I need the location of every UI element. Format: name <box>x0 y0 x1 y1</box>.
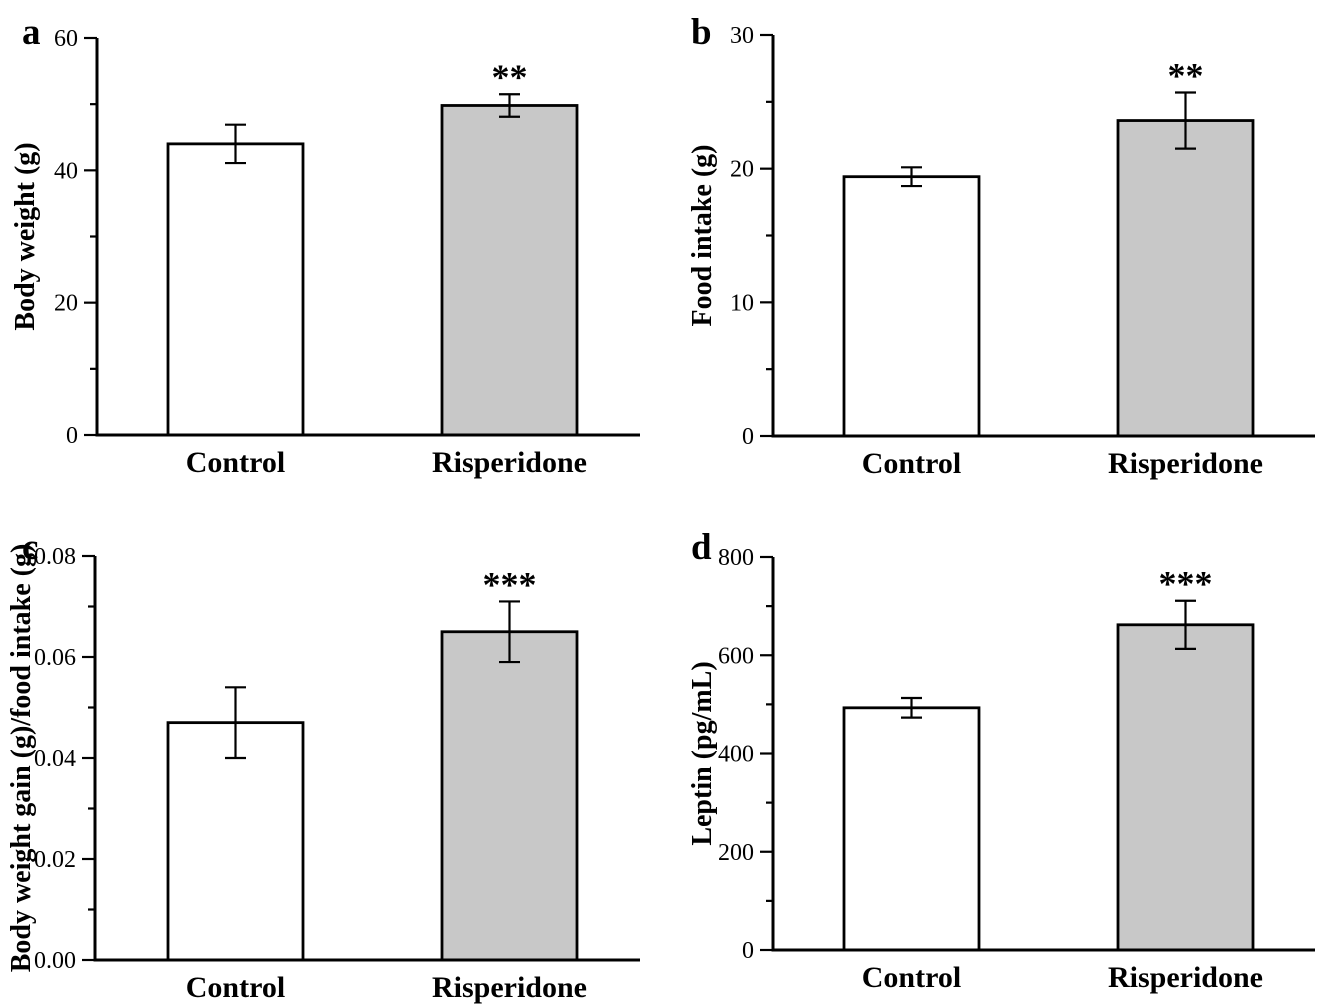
panel-letter-b: b <box>691 12 712 53</box>
y-tick-label-panel-a: 40 <box>54 158 78 184</box>
bar-risperidone-panel-a <box>440 104 579 437</box>
category-label-control-panel-b: Control <box>862 447 961 480</box>
bar-risperidone-panel-b <box>1116 119 1255 438</box>
panel-d-leptin-chart: Control *** Risperidone 0 200 400 600 800 Leptin… <box>687 527 1315 994</box>
bar-control-panel-b <box>842 175 981 438</box>
panel-a-body-weight-chart: Control ** Risperidone 0 20 40 60 Body weight (… <box>10 12 640 479</box>
category-label-control-panel-c: Control <box>186 971 285 1004</box>
y-axis-title-panel-d: Leptin (pg/mL) <box>687 661 718 845</box>
significance-marker-panel-c: *** <box>483 564 537 604</box>
y-axis-title-panel-c: Body weight gain (g)/food intake (g) <box>6 544 37 973</box>
significance-marker-panel-b: ** <box>1168 55 1204 95</box>
category-label-risperidone-panel-c: Risperidone <box>432 971 587 1004</box>
y-tick-label-panel-c: 0.04 <box>34 746 76 772</box>
y-tick-label-panel-b: 20 <box>730 157 754 183</box>
category-label-risperidone-panel-a: Risperidone <box>432 446 587 479</box>
y-tick-label-panel-d: 800 <box>718 545 754 571</box>
y-axis-title-panel-a: Body weight (g) <box>10 142 41 330</box>
y-tick-label-panel-c: 0.06 <box>34 645 76 671</box>
bar-risperidone-panel-d <box>1116 623 1255 952</box>
y-tick-label-panel-c: 0.02 <box>34 847 76 873</box>
y-tick-label-panel-a: 20 <box>54 291 78 317</box>
y-tick-label-panel-c: 0.00 <box>34 948 76 974</box>
y-tick-label-panel-b: 10 <box>730 290 754 316</box>
category-label-control-panel-d: Control <box>862 961 961 994</box>
bar-control-panel-d <box>842 706 981 952</box>
category-label-risperidone-panel-d: Risperidone <box>1108 961 1263 994</box>
y-tick-label-panel-d: 400 <box>718 742 754 768</box>
y-tick-label-panel-a: 60 <box>54 26 78 52</box>
y-tick-label-panel-d: 200 <box>718 840 754 866</box>
y-axis-title-panel-b: Food intake (g) <box>687 145 718 327</box>
panel-b-food-intake-chart: Control ** Risperidone 0 10 20 30 Food intake (… <box>687 12 1315 480</box>
category-label-control-panel-a: Control <box>186 446 285 479</box>
y-tick-label-panel-b: 0 <box>742 424 754 450</box>
panel-letter-a: a <box>22 12 41 53</box>
bar-control-panel-c <box>166 721 305 962</box>
y-tick-label-panel-b: 30 <box>730 23 754 49</box>
bar-risperidone-panel-c <box>440 630 579 962</box>
panel-c-feed-efficiency-chart: Control *** Risperidone 0.00 0.02 0.04 0.06 0.0… <box>6 527 640 1004</box>
category-label-risperidone-panel-b: Risperidone <box>1108 447 1263 480</box>
y-tick-label-panel-d: 0 <box>742 938 754 964</box>
panel-letter-d: d <box>691 527 712 568</box>
y-tick-label-panel-a: 0 <box>66 423 78 449</box>
bar-control-panel-a <box>166 142 305 437</box>
significance-marker-panel-d: *** <box>1159 564 1213 604</box>
significance-marker-panel-a: ** <box>492 57 528 97</box>
y-tick-label-panel-c: 0.08 <box>34 544 76 570</box>
y-tick-label-panel-d: 600 <box>718 643 754 669</box>
panel-letter-c: c <box>22 527 38 568</box>
